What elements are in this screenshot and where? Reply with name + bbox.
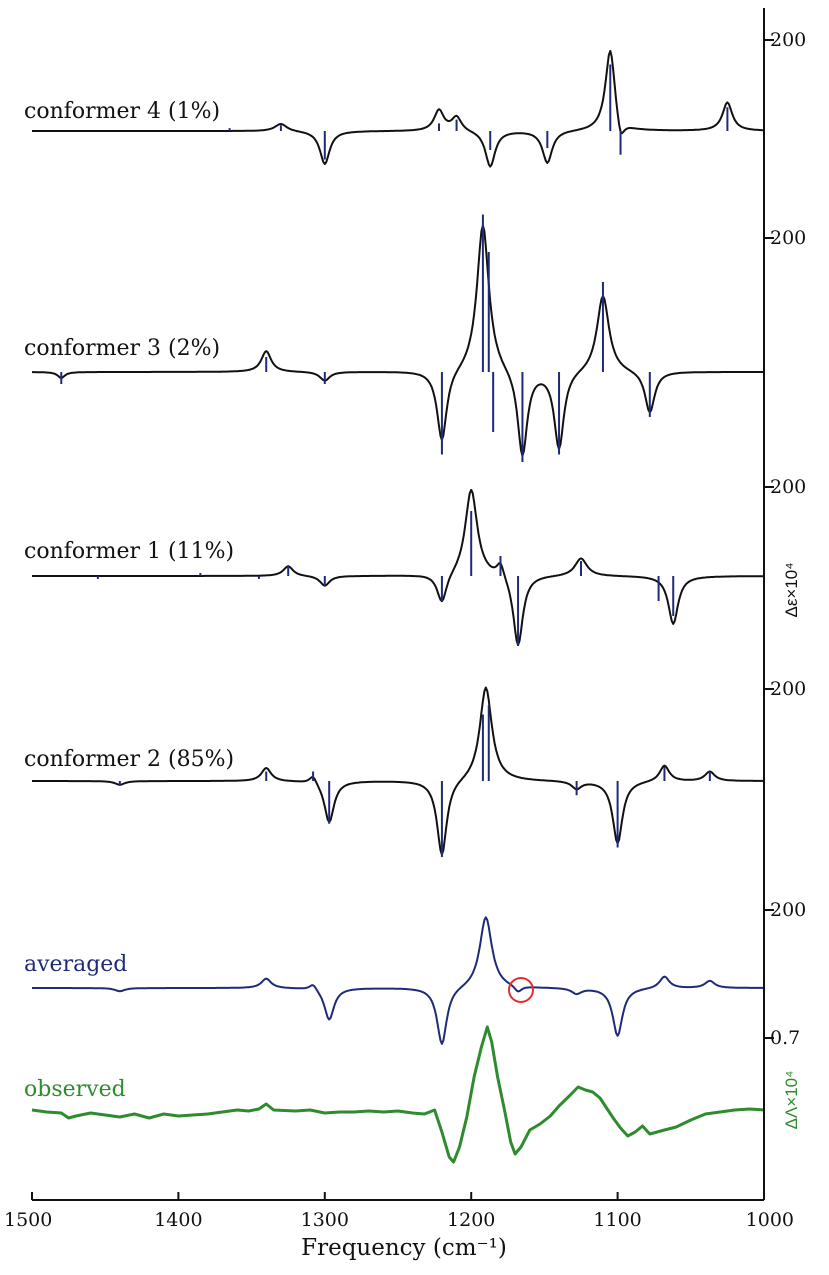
x-tick-label: 1200	[447, 1209, 495, 1231]
x-tick-label: 1400	[154, 1209, 202, 1231]
spectrum-line	[32, 49, 764, 168]
scale-label: 200	[770, 476, 806, 498]
spectrum-line	[32, 916, 764, 1045]
x-tick-label: 1000	[746, 1209, 794, 1231]
axes: Frequency (cm⁻¹) Δε×10⁴ ΔΛ×10⁴	[32, 8, 801, 1261]
scale-label: 0.7	[770, 1027, 800, 1049]
x-tick-label: 1300	[301, 1209, 349, 1231]
scale-label: 200	[770, 899, 806, 921]
panel-3: conformer 2 (85%) 200	[24, 678, 806, 857]
panel-label: conformer 4 (1%)	[24, 99, 220, 124]
x-ticks: 1500 1400 1300 1200 1100 1000	[4, 1192, 794, 1231]
scale-label: 200	[770, 678, 806, 700]
panel-1: conformer 3 (2%) 200	[24, 214, 806, 462]
spectrum-line	[31, 1025, 765, 1164]
x-axis-title: Frequency (cm⁻¹)	[301, 1235, 507, 1261]
panel-2: conformer 1 (11%) 200	[24, 476, 806, 646]
panel-label: conformer 1 (11%)	[24, 539, 234, 564]
panel-label: averaged	[24, 952, 127, 977]
panel-label: conformer 3 (2%)	[24, 336, 220, 361]
scale-label: 200	[770, 227, 806, 249]
right-axis-label-calc: Δε×10⁴	[782, 562, 801, 617]
right-axis-label-observed: ΔΛ×10⁴	[782, 1071, 801, 1130]
highlight-circle	[507, 976, 534, 1003]
spectrum-line	[32, 686, 764, 856]
spectrum-line	[32, 224, 764, 457]
panel-label: conformer 2 (85%)	[24, 747, 234, 772]
panel-5: observed 0.7	[24, 1025, 800, 1164]
x-tick-label: 1500	[4, 1209, 52, 1231]
panel-0: conformer 4 (1%) 200	[24, 29, 806, 168]
x-tick-label: 1100	[593, 1209, 641, 1231]
panel-label: observed	[24, 1077, 126, 1102]
spectrum-line	[32, 488, 764, 646]
panel-4: averaged 200	[24, 899, 806, 1045]
scale-label: 200	[770, 29, 806, 51]
